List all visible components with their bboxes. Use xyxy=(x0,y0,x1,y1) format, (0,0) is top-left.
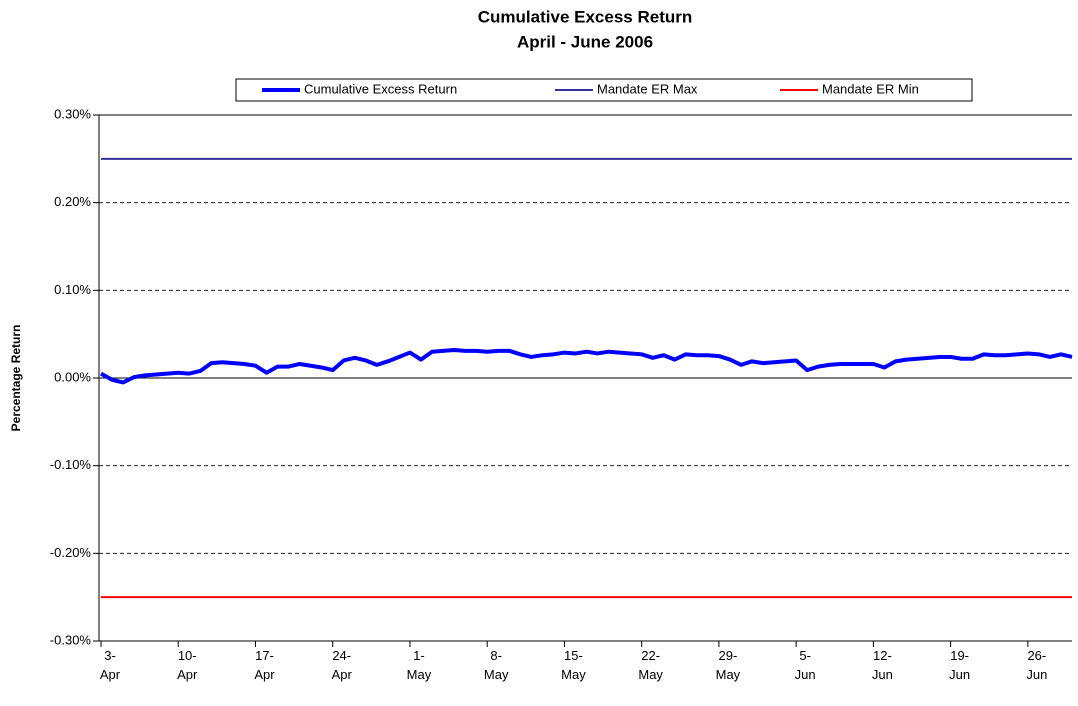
legend-box xyxy=(235,78,973,102)
x-tick-label: 1-May xyxy=(407,648,432,682)
x-tick-label: 10-Apr xyxy=(177,648,198,682)
x-tick-label: 24-Apr xyxy=(332,648,353,682)
y-tick-label: 0.10% xyxy=(54,282,91,297)
legend-label: Cumulative Excess Return xyxy=(304,81,457,96)
y-axis-label: Percentage Return xyxy=(9,325,23,432)
y-tick-label: -0.20% xyxy=(50,545,92,560)
chart-subtitle: April - June 2006 xyxy=(517,32,653,51)
x-tick-label: 17-Apr xyxy=(254,648,275,682)
x-tick-label: 22-May xyxy=(638,648,663,682)
series-line xyxy=(100,347,1073,385)
x-tick-label: 29-May xyxy=(716,648,741,682)
chart-title: Cumulative Excess Return xyxy=(478,7,692,26)
x-tick-label: 12-Jun xyxy=(872,648,893,682)
x-tick-label: 8-May xyxy=(484,648,509,682)
y-tick-label: 0.30% xyxy=(54,106,91,121)
legend-label: Mandate ER Max xyxy=(597,81,698,96)
x-tick-label: 3-Apr xyxy=(100,648,121,682)
x-tick-label: 15-May xyxy=(561,648,586,682)
x-tick-label: 5-Jun xyxy=(795,648,816,682)
y-tick-label: -0.10% xyxy=(50,457,92,472)
y-tick-label: 0.20% xyxy=(54,194,91,209)
y-tick-label: -0.30% xyxy=(50,632,92,647)
legend-label: Mandate ER Min xyxy=(822,81,919,96)
x-tick-label: 19-Jun xyxy=(949,648,970,682)
y-tick-label: 0.00% xyxy=(54,369,91,384)
x-tick-label: 26-Jun xyxy=(1026,648,1047,682)
